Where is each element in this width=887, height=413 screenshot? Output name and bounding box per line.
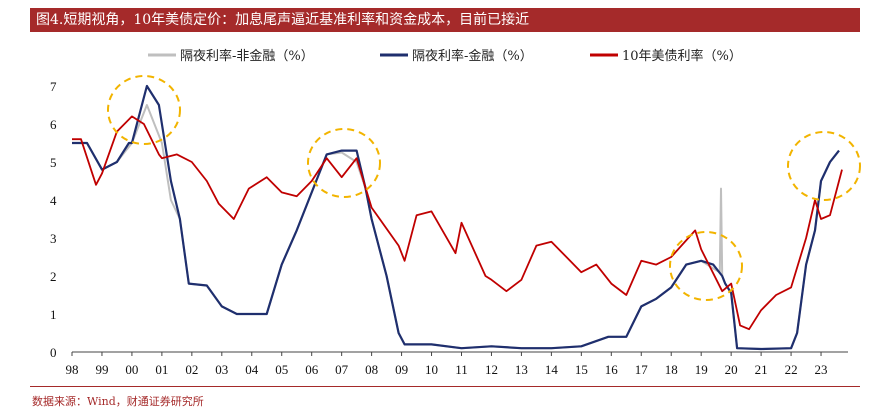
legend-label-fin: 隔夜利率-金融（%） — [412, 48, 533, 64]
x-tick-label: 00 — [125, 362, 138, 377]
x-tick-label: 07 — [335, 362, 349, 377]
legend-label-nonfin: 隔夜利率-非金融（%） — [180, 48, 314, 64]
bottom-rule — [30, 386, 860, 387]
x-tick-label: 08 — [365, 362, 378, 377]
x-tick-label: 23 — [815, 362, 828, 377]
series-group — [72, 84, 843, 351]
series-line-10y — [72, 115, 843, 331]
x-tick-label: 21 — [755, 362, 768, 377]
legend-label-10y: 10年美债利率（%） — [622, 48, 742, 64]
x-tick-label: 05 — [275, 362, 288, 377]
y-tick-label: 1 — [50, 307, 57, 322]
x-tick-label: 01 — [155, 362, 168, 377]
x-tick-label: 12 — [485, 362, 498, 377]
y-tick-label: 6 — [50, 117, 57, 132]
x-tick-label: 09 — [395, 362, 408, 377]
x-tick-label: 04 — [245, 362, 259, 377]
legend: 隔夜利率-非金融（%） 隔夜利率-金融（%） 10年美债利率（%） — [148, 48, 742, 64]
chart-title: 图4.短期视角，10年美债定价：加息尾声逼近基准利率和资金成本，目前已接近 — [30, 8, 860, 32]
highlight-circle-2019 — [669, 231, 743, 301]
x-tick-label: 18 — [665, 362, 678, 377]
x-tick-label: 20 — [725, 362, 738, 377]
x-tick-label: 15 — [575, 362, 588, 377]
y-tick-label: 5 — [50, 155, 57, 170]
highlight-circle-2007 — [307, 128, 381, 198]
x-tick-label: 22 — [785, 362, 798, 377]
y-tick-label: 4 — [50, 193, 57, 208]
x-tick-label: 99 — [95, 362, 108, 377]
y-tick-label: 2 — [50, 269, 57, 284]
highlight-circles — [107, 75, 861, 301]
x-tick-label: 11 — [455, 362, 468, 377]
y-tick-label: 3 — [50, 231, 57, 246]
x-tick-label: 14 — [545, 362, 559, 377]
x-tick-label: 06 — [305, 362, 319, 377]
y-tick-label: 0 — [50, 345, 57, 360]
x-tick-label: 10 — [425, 362, 438, 377]
series-line-fin — [72, 84, 840, 351]
y-tick-label: 7 — [50, 79, 57, 94]
highlight-circle-2023 — [787, 131, 861, 201]
x-tick-label: 17 — [635, 362, 649, 377]
highlight-circle-2000 — [107, 75, 181, 145]
x-tick-label: 98 — [66, 362, 79, 377]
x-tick-label: 19 — [695, 362, 708, 377]
x-tick-label: 02 — [185, 362, 198, 377]
x-tick-label: 13 — [515, 362, 528, 377]
series-line-nonfin — [72, 104, 840, 350]
x-tick-label: 03 — [215, 362, 228, 377]
x-tick-label: 16 — [605, 362, 619, 377]
source-note: 数据来源：Wind，财通证券研究所 — [32, 395, 204, 408]
